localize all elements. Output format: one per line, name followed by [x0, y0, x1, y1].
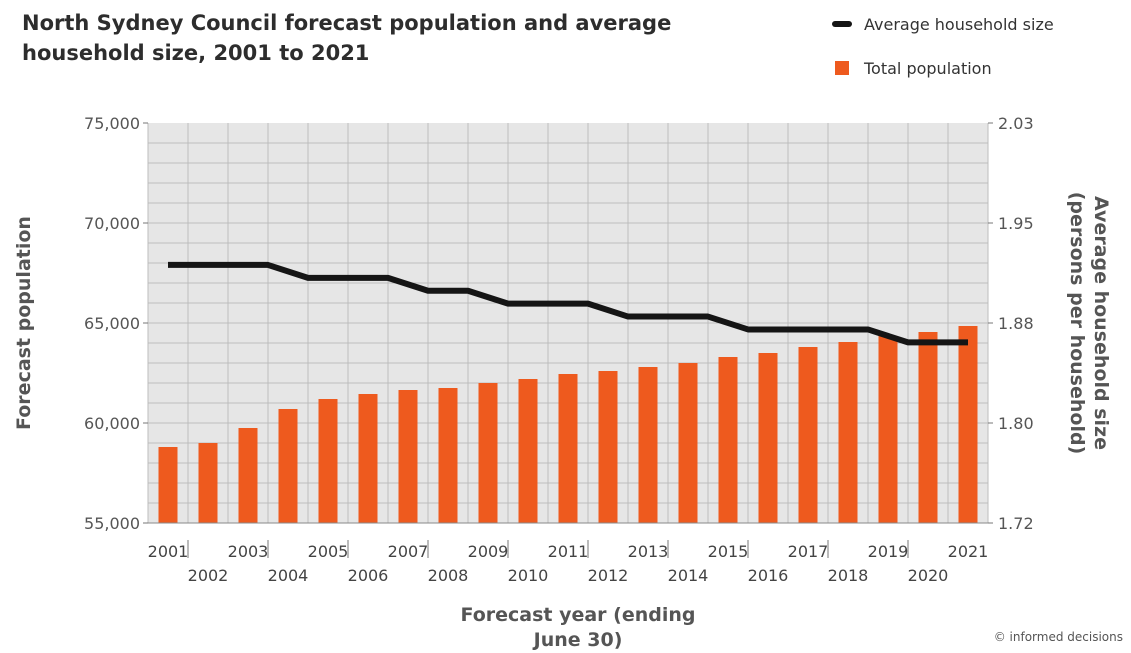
x-axis-label-line2: June 30): [532, 629, 623, 651]
population-bar-2019: [878, 336, 898, 523]
population-bar-2013: [638, 367, 658, 523]
population-bar-2002: [198, 443, 218, 523]
population-bar-2015: [718, 357, 738, 523]
population-bar-2003: [238, 428, 258, 523]
population-bars: [158, 326, 978, 523]
x-tick-label-2010: 2010: [508, 566, 549, 585]
x-axis-ticks: 2001 2002 2003 2004 2005 2006 2007 2008 2009 2010…: [148, 540, 989, 585]
y2-axis-label-line1: Average household size: [1090, 196, 1112, 450]
y2-tick-label: 1.72: [998, 514, 1034, 533]
population-bar-2012: [598, 371, 618, 523]
population-bar-2010: [518, 379, 538, 523]
chart-title: North Sydney Council forecast population…: [22, 11, 672, 65]
x-tick-label-2003: 2003: [228, 542, 269, 561]
population-bar-2001: [158, 447, 178, 523]
x-tick-label-2019: 2019: [868, 542, 909, 561]
population-bar-2020: [918, 332, 938, 523]
legend-label-population: Total population: [864, 58, 992, 78]
x-tick-label-2014: 2014: [668, 566, 709, 585]
population-bar-2009: [478, 383, 498, 523]
x-tick-label-2009: 2009: [468, 542, 509, 561]
y-tick-label: 60,000: [84, 414, 140, 433]
x-tick-label-2016: 2016: [748, 566, 789, 585]
y2-tick-label: 1.80: [998, 414, 1034, 433]
legend-line-swatch: [832, 21, 852, 27]
y2-tick-label: 2.03: [998, 114, 1034, 133]
x-tick-label-2002: 2002: [188, 566, 229, 585]
x-tick-label-2021: 2021: [948, 542, 989, 561]
x-tick-label-2006: 2006: [348, 566, 389, 585]
y-axis-ticks: 55,000 60,000 65,000 70,000 75,000: [84, 114, 148, 533]
population-bar-2016: [758, 353, 778, 523]
x-axis-label-line1: Forecast year (ending: [460, 604, 695, 626]
x-tick-label-2012: 2012: [588, 566, 629, 585]
household-size-line: [168, 261, 968, 346]
y2-tick-label: 1.95: [998, 214, 1034, 233]
legend-bar-swatch: [835, 61, 849, 75]
population-bar-2017: [798, 347, 818, 523]
population-bar-2011: [558, 374, 578, 523]
legend-label-household-size: Average household size: [864, 14, 1054, 34]
population-bar-2007: [398, 390, 418, 523]
x-tick-label-2013: 2013: [628, 542, 669, 561]
y-tick-label: 75,000: [84, 114, 140, 133]
y-tick-label: 70,000: [84, 214, 140, 233]
chart-legend: Average household size Total population: [832, 10, 1054, 98]
population-bar-2008: [438, 388, 458, 523]
legend-item-household-size: Average household size: [832, 10, 1054, 38]
population-bar-2006: [358, 394, 378, 523]
x-tick-label-2004: 2004: [268, 566, 309, 585]
y2-axis-label-line2: (persons per household): [1066, 192, 1088, 455]
population-bar-2004: [278, 409, 298, 523]
population-bar-2005: [318, 399, 338, 523]
legend-item-population: Total population: [832, 54, 1054, 82]
y2-axis-ticks: 1.72 1.80 1.88 1.95 2.03: [988, 114, 1034, 533]
y-tick-label: 65,000: [84, 314, 140, 333]
x-tick-label-2020: 2020: [908, 566, 949, 585]
y2-tick-label: 1.88: [998, 314, 1034, 333]
population-bar-2018: [838, 342, 858, 523]
x-tick-label-2007: 2007: [388, 542, 429, 561]
x-tick-label-2011: 2011: [548, 542, 589, 561]
population-bar-2014: [678, 363, 698, 523]
x-tick-label-2017: 2017: [788, 542, 829, 561]
population-bar-2021: [958, 326, 978, 523]
y-axis-label: Forecast population: [13, 216, 35, 430]
x-tick-label-2015: 2015: [708, 542, 749, 561]
x-tick-label-2018: 2018: [828, 566, 869, 585]
y-tick-label: 55,000: [84, 514, 140, 533]
credit-text: © informed decisions: [993, 630, 1123, 644]
x-tick-label-2005: 2005: [308, 542, 349, 561]
x-tick-label-2001: 2001: [148, 542, 189, 561]
x-tick-label-2008: 2008: [428, 566, 469, 585]
